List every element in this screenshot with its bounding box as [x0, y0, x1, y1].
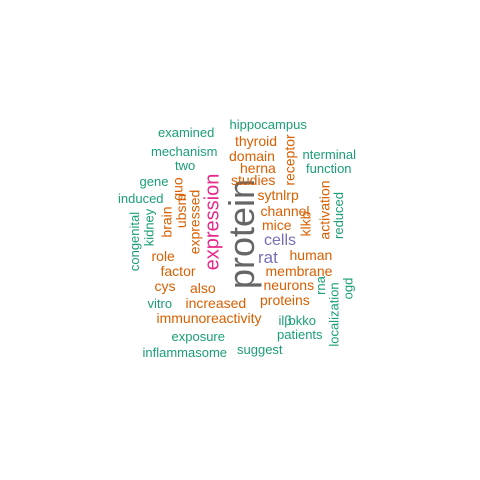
word-factor: factor	[160, 263, 196, 279]
word-examined: examined	[158, 124, 215, 140]
word-immunoreactivity: immunoreactivity	[156, 310, 262, 326]
word-gene: gene	[139, 173, 169, 189]
word-klkb: klkb	[296, 211, 313, 237]
word-activation: activation	[316, 180, 333, 240]
word-human: human	[289, 247, 333, 263]
word-thyroid: thyroid	[235, 133, 278, 149]
word-vitro: vitro	[147, 295, 173, 311]
word-rna: rna	[312, 275, 328, 295]
word-induced: induced	[118, 190, 164, 206]
word-channel: channel	[260, 203, 310, 219]
word-receptor: receptor	[281, 134, 298, 186]
word-two: two	[175, 157, 196, 173]
word-hippocampus: hippocampus	[229, 116, 307, 132]
word-expression: expression	[200, 173, 223, 271]
word-proteins: proteins	[260, 292, 310, 308]
word-studies: studies	[231, 172, 276, 188]
word-suggest: suggest	[237, 341, 283, 357]
word-kidney: kidney	[141, 208, 157, 246]
word-localization: localization	[326, 281, 342, 347]
word-brain: brain	[158, 206, 175, 238]
word-cells: cells	[264, 232, 297, 249]
word-rat: rat	[258, 247, 278, 267]
word-il-: ilβ	[278, 312, 292, 328]
word-cys: cys	[154, 278, 176, 294]
word-ogd: ogd	[340, 277, 356, 299]
word-guo: guo	[169, 177, 186, 201]
word-domain: domain	[229, 148, 275, 164]
word-neurons: neurons	[263, 277, 315, 293]
word-patients: patients	[277, 326, 323, 342]
word-exposure: exposure	[171, 328, 225, 344]
word-bkko: bkko	[288, 312, 316, 328]
word-protein: protein	[221, 178, 263, 290]
word-mice: mice	[262, 217, 292, 233]
word-function: function	[306, 160, 352, 176]
word-nterminal: nterminal	[302, 146, 356, 162]
word-sytnlrp: sytnlrp	[257, 187, 299, 203]
word-inflammasome: inflammasome	[142, 344, 228, 360]
word-role: role	[151, 248, 175, 264]
word-mechanism: mechanism	[151, 143, 218, 159]
word-congenital: congenital	[126, 211, 142, 271]
word-increased: increased	[185, 295, 247, 311]
word-membrane: membrane	[265, 263, 333, 279]
word-also: also	[190, 280, 216, 296]
word-reduced: reduced	[330, 191, 346, 239]
word-herna: herna	[240, 160, 276, 176]
